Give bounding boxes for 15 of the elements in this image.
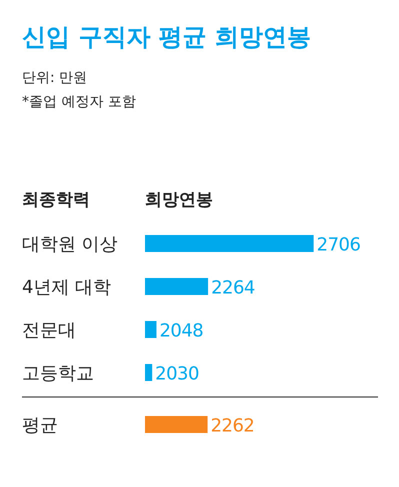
data-label: 2706 <box>316 234 360 256</box>
data-label: 2262 <box>210 416 254 436</box>
y-tick-label: 4년제 대학 <box>22 277 112 298</box>
data-label: 2048 <box>159 320 204 342</box>
chart-title: 신입 구직자 평균 희망연봉 <box>22 23 312 51</box>
text: *졸업 예정자 포함 <box>22 94 136 110</box>
y-tick-label: 고등학교 <box>22 363 94 384</box>
data-label: 2030 <box>155 364 200 384</box>
y-axis-title: 최종학력 <box>22 190 90 210</box>
y-tick-label: 전문대 <box>22 320 76 341</box>
text: 단위: 만원 <box>22 70 88 86</box>
y-tick-label: 대학원 이상 <box>22 234 118 255</box>
x-axis-title: 희망연봉 <box>145 190 213 210</box>
data-label: 2264 <box>211 278 255 298</box>
y-tick-label: 평균 <box>22 415 58 436</box>
